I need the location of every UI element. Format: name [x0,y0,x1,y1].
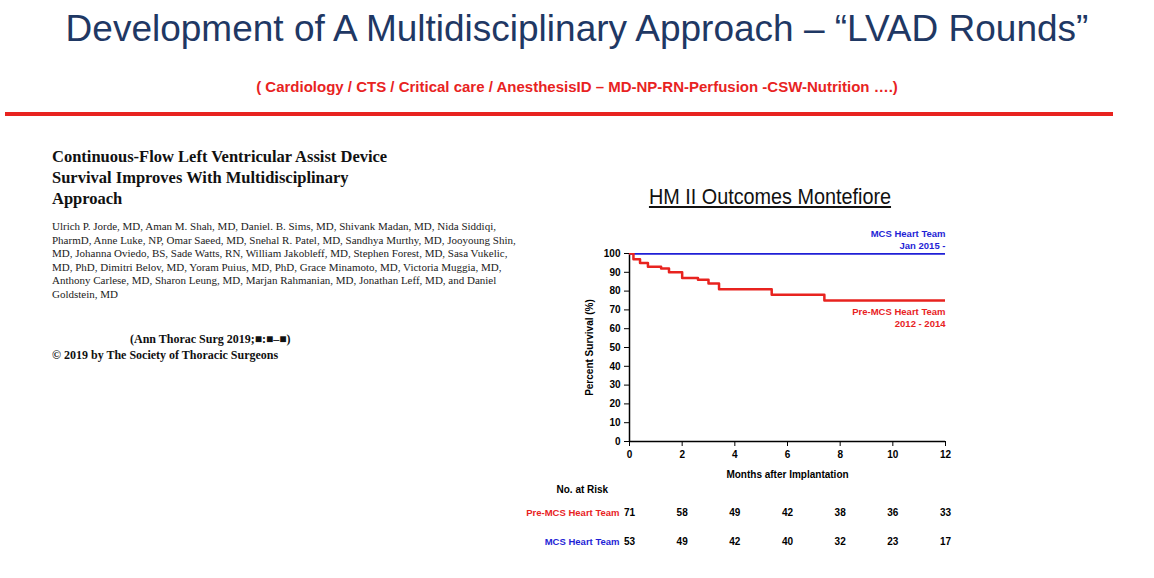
svg-text:90: 90 [609,267,621,278]
svg-text:60: 60 [609,323,621,334]
svg-text:MCS Heart Team: MCS Heart Team [545,536,620,547]
svg-text:17: 17 [940,536,952,547]
svg-text:10: 10 [609,417,621,428]
svg-text:Pre-MCS Heart Team: Pre-MCS Heart Team [526,507,619,518]
svg-text:12: 12 [940,449,952,460]
svg-text:49: 49 [677,536,689,547]
svg-text:Percent Survival (%): Percent Survival (%) [584,299,595,396]
svg-text:70: 70 [609,304,621,315]
svg-text:50: 50 [609,342,621,353]
svg-text:32: 32 [835,536,847,547]
html-text:Development of A Multidiscipli: Development of A Multidisciplinary Appro… [65,8,1089,49]
html-text:(Ann Thorac Surg 2019;■:■–■): (Ann Thorac Surg 2019;■:■–■) [130,332,291,346]
svg-text:49: 49 [729,507,741,518]
html-text:( Cardiology / CTS / Critical: ( Cardiology / CTS / Critical care / Ane… [256,78,898,95]
svg-text:10: 10 [887,449,899,460]
html-text:Ulrich P. Jorde, MD, Aman M. S: Ulrich P. Jorde, MD, Aman M. Shah, MD, D… [52,220,516,300]
svg-text:8: 8 [837,449,843,460]
svg-text:MCS Heart TeamJan 2015 -: MCS Heart TeamJan 2015 - [871,228,946,251]
svg-text:71: 71 [624,507,636,518]
svg-text:38: 38 [835,507,847,518]
html-text:Continuous-Flow Left Ventricul: Continuous-Flow Left Ventricular Assist … [52,147,388,208]
svg-text:0: 0 [627,449,633,460]
svg-text:42: 42 [729,536,741,547]
svg-text:33: 33 [940,507,952,518]
svg-text:No. at Risk: No. at Risk [557,484,609,495]
svg-text:40: 40 [609,361,621,372]
html-text:HM II Outcomes Montefiore: HM II Outcomes Montefiore [649,184,891,209]
svg-text:4: 4 [732,449,738,460]
svg-text:40: 40 [782,536,794,547]
svg-text:100: 100 [604,248,621,259]
svg-text:Months after Implantation: Months after Implantation [726,469,848,480]
svg-text:36: 36 [887,507,899,518]
svg-text:30: 30 [609,379,621,390]
svg-text:0: 0 [615,436,621,447]
svg-text:6: 6 [785,449,791,460]
svg-text:53: 53 [624,536,636,547]
svg-text:2: 2 [679,449,685,460]
html-text:© 2019 by The Society of Thora: © 2019 by The Society of Thoracic Surgeo… [52,348,279,362]
svg-text:20: 20 [609,398,621,409]
svg-text:Pre-MCS Heart Team2012 - 2014: Pre-MCS Heart Team2012 - 2014 [852,306,946,329]
svg-text:58: 58 [677,507,689,518]
svg-text:42: 42 [782,507,794,518]
svg-text:23: 23 [887,536,899,547]
svg-text:80: 80 [609,285,621,296]
